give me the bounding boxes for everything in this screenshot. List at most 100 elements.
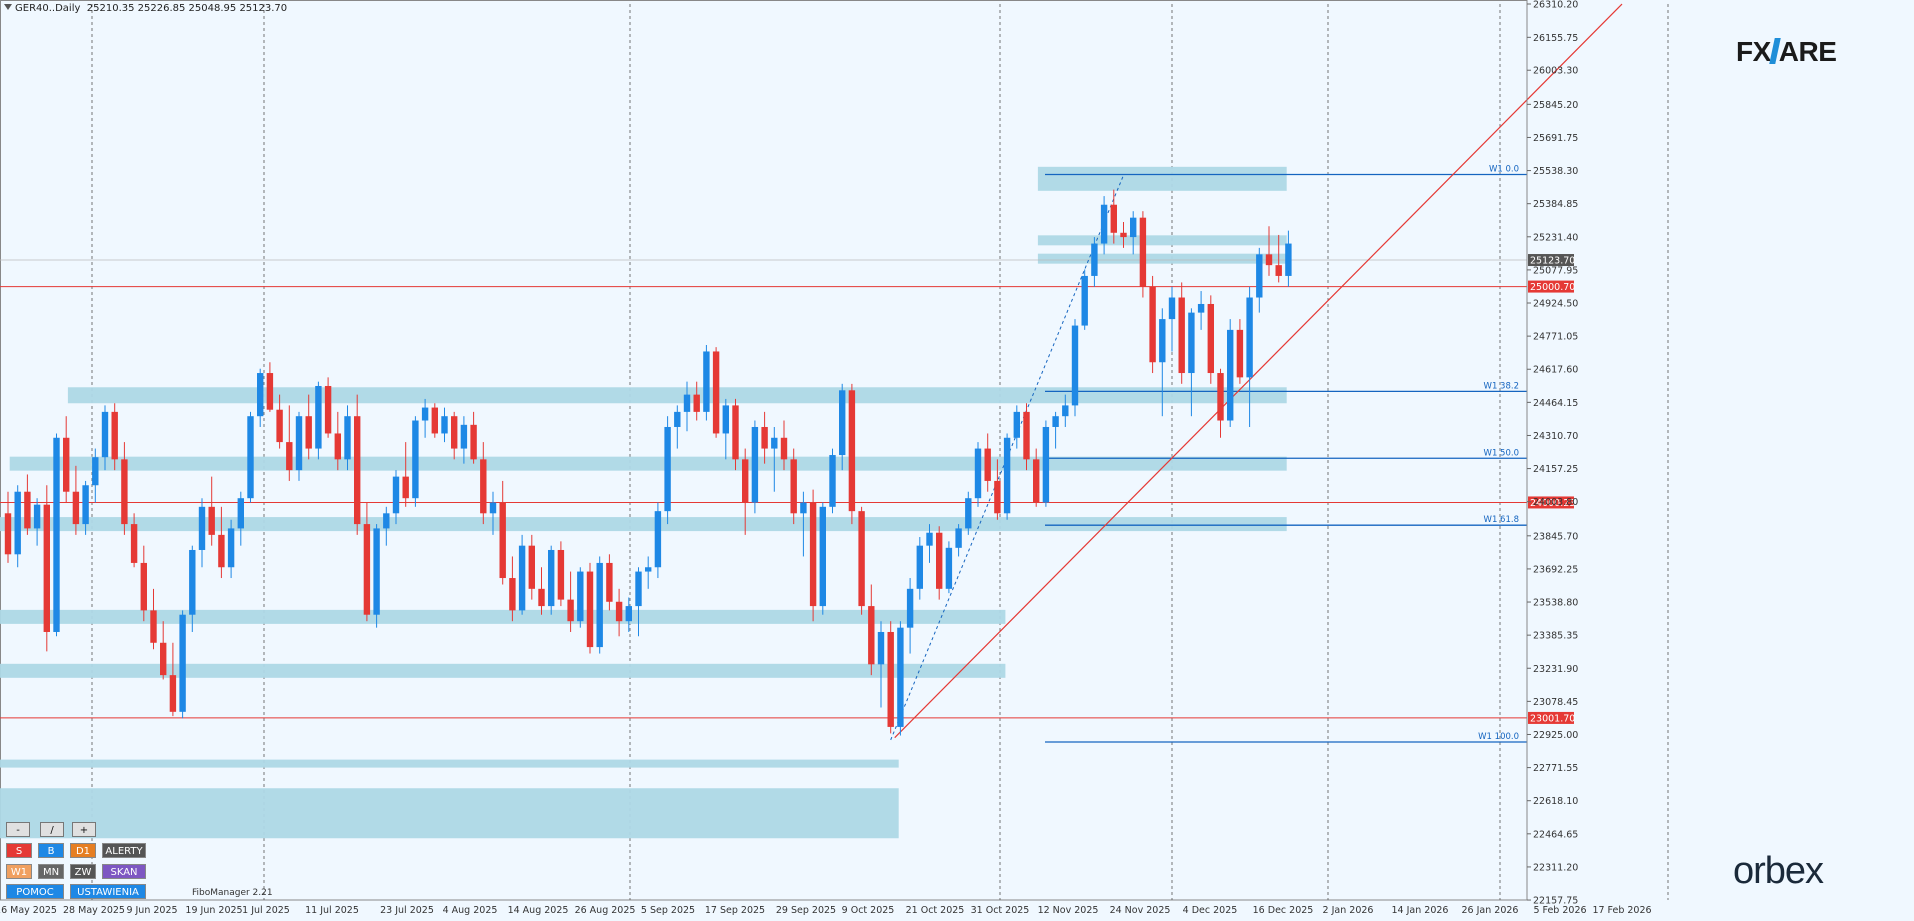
pomoc-button[interactable]: POMOC <box>6 884 64 899</box>
candle-body-87 <box>848 390 856 512</box>
price-tick-17: 23692.25 <box>1533 564 1578 575</box>
candle-body-89 <box>868 606 875 665</box>
candle-body-13 <box>130 524 138 563</box>
zone-2 <box>0 517 1287 532</box>
candle-body-45 <box>441 416 448 434</box>
candle-body-71 <box>693 394 700 412</box>
candle-body-73 <box>712 351 720 434</box>
date-tick-12: 29 Sep 2025 <box>776 905 836 916</box>
zw-button[interactable]: ZW <box>70 864 96 879</box>
ustawienia-button[interactable]: USTAWIENIA <box>70 884 146 899</box>
date-tick-24: 17 Feb 2026 <box>1592 905 1651 916</box>
buy-button[interactable]: B <box>38 843 64 858</box>
candle-body-102 <box>994 480 1001 514</box>
candle-body-66 <box>645 567 652 572</box>
price-tick-18: 23538.80 <box>1533 598 1578 609</box>
price-tick-24: 22618.10 <box>1533 796 1578 807</box>
candle-body-52 <box>509 578 516 611</box>
plus-button[interactable]: + <box>72 822 96 837</box>
candle-body-85 <box>829 455 836 507</box>
price-tick-6: 25384.85 <box>1533 199 1578 210</box>
price-tick-19: 23385.35 <box>1533 631 1578 642</box>
candle-body-119 <box>1159 319 1166 363</box>
minus-button[interactable]: - <box>6 822 30 837</box>
candle-body-63 <box>615 601 623 622</box>
candle-body-24 <box>237 498 244 529</box>
candle-body-0 <box>4 513 12 555</box>
candle-body-74 <box>722 405 729 434</box>
candle-body-22 <box>218 534 225 568</box>
candle-body-44 <box>431 407 438 434</box>
candle-body-110 <box>1071 325 1079 406</box>
ohlc-values: 25210.35 25226.85 25048.95 25123.70 <box>86 3 288 14</box>
candle-body-117 <box>1139 217 1147 287</box>
candle-body-53 <box>518 545 526 611</box>
candle-body-55 <box>538 588 545 607</box>
candle-body-18 <box>179 614 186 712</box>
price-tick-22: 22925.00 <box>1533 730 1578 741</box>
w1-button[interactable]: W1 <box>6 864 32 879</box>
candle-body-92 <box>897 627 904 727</box>
candle-body-5 <box>53 437 60 632</box>
dropdown-triangle-icon[interactable] <box>4 4 12 10</box>
fib-label-2: W1 50.0 <box>1484 448 1519 458</box>
candle-body-30 <box>295 416 303 471</box>
sell-button[interactable]: S <box>6 843 32 858</box>
candle-body-31 <box>305 416 312 449</box>
price-tick-26: 22311.20 <box>1533 862 1578 873</box>
candle-body-82 <box>800 502 807 514</box>
fibo-manager-label: FiboManager 2.21 <box>192 888 273 898</box>
candle-body-9 <box>92 457 99 486</box>
date-tick-22: 26 Jan 2026 <box>1462 905 1519 916</box>
candle-body-111 <box>1081 275 1088 326</box>
candle-body-108 <box>1052 416 1059 427</box>
candle-body-122 <box>1188 312 1195 374</box>
skan-button[interactable]: SKAN <box>102 864 146 879</box>
candle-body-75 <box>732 405 739 460</box>
date-tick-3: 19 Jun 2025 <box>185 905 242 916</box>
candle-body-65 <box>635 571 642 607</box>
candle-body-62 <box>606 562 613 602</box>
candlesticks <box>4 189 1292 736</box>
price-line-label-2: 23001.70 <box>1530 713 1575 724</box>
candle-body-48 <box>470 424 477 460</box>
slash-button[interactable]: / <box>40 822 64 837</box>
candle-body-91 <box>887 631 894 727</box>
candle-body-69 <box>674 411 681 427</box>
candle-body-8 <box>82 485 89 525</box>
candle-body-88 <box>858 511 865 607</box>
candle-body-35 <box>344 416 351 460</box>
candle-body-47 <box>460 424 468 449</box>
candle-body-49 <box>480 459 487 514</box>
zone-0 <box>67 387 1287 404</box>
candle-body-99 <box>965 498 972 529</box>
candle-body-27 <box>266 373 274 410</box>
candle-body-6 <box>63 437 70 492</box>
candle-body-59 <box>577 571 584 622</box>
candle-body-36 <box>354 416 361 525</box>
candle-body-81 <box>790 459 797 514</box>
candle-body-95 <box>926 532 933 546</box>
candle-body-17 <box>169 675 177 712</box>
candle-body-23 <box>227 528 235 568</box>
candle-body-76 <box>742 459 749 503</box>
d1-button[interactable]: D1 <box>70 843 96 858</box>
candle-body-116 <box>1130 217 1137 238</box>
candle-body-37 <box>363 524 371 615</box>
zone-6 <box>0 788 899 839</box>
candle-body-28 <box>276 409 283 443</box>
price-line-label-0: 25000.70 <box>1530 282 1575 293</box>
date-tick-15: 31 Oct 2025 <box>971 905 1030 916</box>
candle-body-38 <box>373 528 380 615</box>
price-tick-1: 26155.75 <box>1533 33 1578 44</box>
date-tick-16: 12 Nov 2025 <box>1038 905 1099 916</box>
alerty-button[interactable]: ALERTY <box>102 843 146 858</box>
mn-button[interactable]: MN <box>38 864 64 879</box>
price-tick-0: 26310.20 <box>1533 0 1578 11</box>
candle-body-80 <box>780 437 788 460</box>
zone-8 <box>1037 235 1287 246</box>
support-resistance-zones <box>0 166 1287 839</box>
candle-body-64 <box>625 606 632 622</box>
candle-body-94 <box>916 545 923 589</box>
